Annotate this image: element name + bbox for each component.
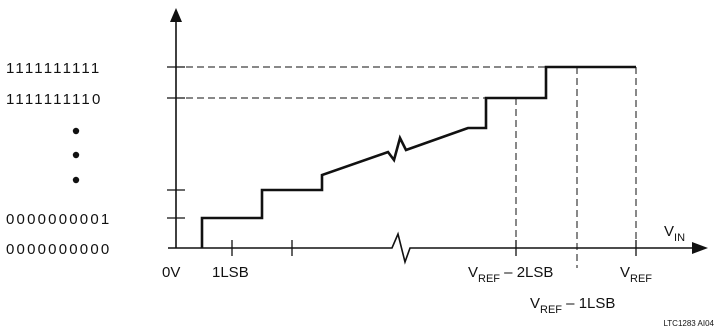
x-label-vref-1lsb: VREF – 1LSB — [530, 295, 615, 316]
x-label-vref-main: V — [620, 264, 630, 281]
x-axis-arrow — [692, 242, 708, 254]
x-label-vref-1lsb-sub: REF — [540, 304, 562, 316]
axis-label-vin: VIN — [664, 223, 685, 244]
x-label-vref-2lsb-main: V — [468, 264, 478, 281]
ellipsis-dot-1 — [72, 127, 80, 135]
ellipsis-dot-2 — [72, 151, 80, 159]
y-axis-arrow — [170, 8, 182, 22]
x-label-vref-2lsb: VREF – 2LSB — [468, 264, 553, 285]
figure-id: LTC1283 AI04 — [663, 319, 714, 328]
ellipsis-dot-3 — [72, 176, 80, 184]
x-axis — [168, 231, 692, 265]
x-label-vref-1lsb-rest: – 1LSB — [562, 295, 615, 312]
code-label-all-ones-minus-one: 1111111110 — [6, 91, 103, 108]
code-label-all-ones: 1111111111 — [6, 60, 101, 77]
x-label-vref-2lsb-rest: – 2LSB — [500, 264, 553, 281]
axis-label-vin-main: V — [664, 223, 674, 240]
code-label-zero: 0000000000 — [6, 241, 111, 258]
x-label-vref-sub: REF — [630, 273, 652, 285]
code-label-one: 0000000001 — [6, 211, 111, 228]
transfer-staircase-lower — [200, 65, 636, 248]
x-label-1lsb: 1LSB — [212, 264, 249, 281]
x-label-vref-2lsb-sub: REF — [478, 273, 500, 285]
x-label-vref: VREF — [620, 264, 652, 285]
x-label-vref-1lsb-main: V — [530, 295, 540, 312]
x-label-0v: 0V — [162, 264, 180, 281]
axis-label-vin-sub: IN — [674, 232, 685, 244]
